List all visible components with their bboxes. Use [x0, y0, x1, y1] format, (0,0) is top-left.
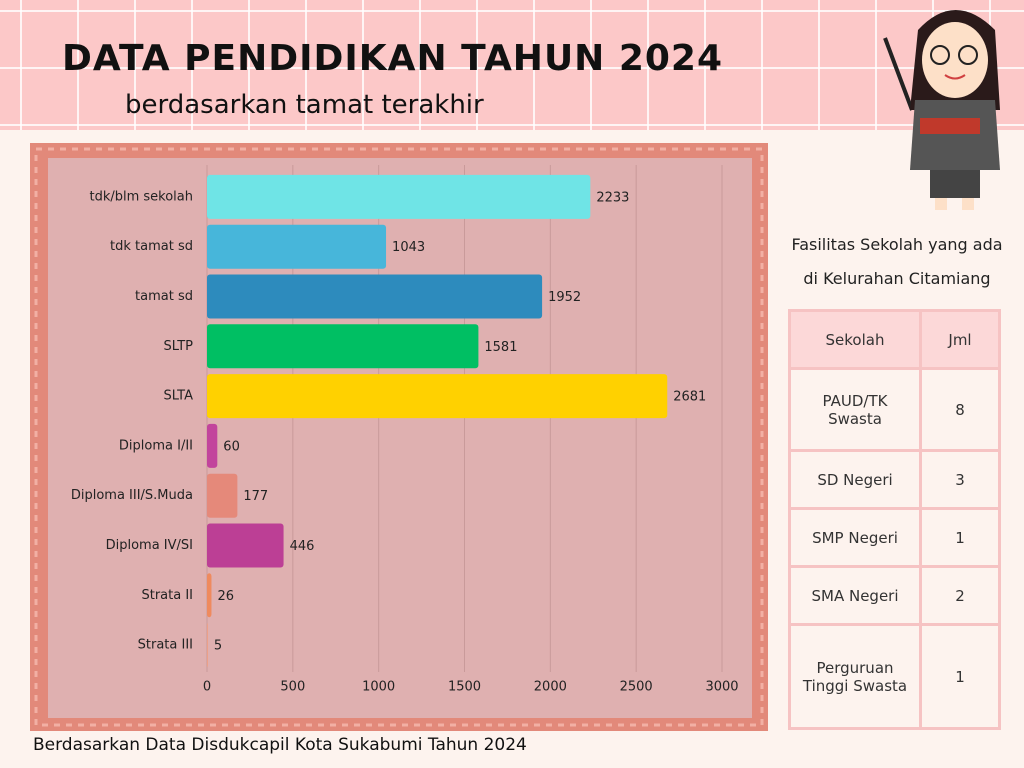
y-tick-label: Diploma IV/SI	[106, 538, 193, 553]
table-row: Sekolah Jml	[788, 309, 1001, 370]
table-cell: Perguruan Tinggi Swasta	[788, 623, 922, 730]
caption-line: Fasilitas Sekolah yang ada	[791, 235, 1003, 254]
value-label: 1043	[392, 240, 425, 255]
table-row: Perguruan Tinggi Swasta 1	[788, 623, 1001, 730]
caption-line: di Kelurahan Citamiang	[803, 269, 991, 288]
bar	[207, 523, 284, 568]
y-tick-label: tamat sd	[135, 289, 193, 304]
table-row: PAUD/TK Swasta 8	[788, 367, 1001, 452]
bar	[207, 374, 668, 419]
y-tick-label: tdk/blm sekolah	[89, 189, 193, 204]
value-label: 177	[243, 489, 268, 504]
table-row: SD Negeri 3	[788, 449, 1001, 510]
bar	[207, 423, 218, 468]
table-cell: 3	[919, 449, 1001, 510]
table-cell: 1	[919, 623, 1001, 730]
bar	[207, 473, 238, 518]
value-label: 2233	[596, 190, 629, 205]
table-cell: 1	[919, 507, 1001, 568]
value-label: 1952	[548, 290, 581, 305]
table-cell: SMA Negeri	[788, 565, 922, 626]
chart-frame-pattern	[34, 147, 764, 727]
x-tick-label: 3000	[705, 680, 738, 695]
y-tick-label: Strata II	[141, 588, 193, 603]
table-cell: PAUD/TK Swasta	[788, 367, 922, 452]
table-cell: Jml	[919, 309, 1001, 370]
bar	[207, 274, 543, 319]
table-caption: Fasilitas Sekolah yang ada di Kelurahan C…	[770, 228, 1024, 296]
table-cell: 8	[919, 367, 1001, 452]
value-label: 1581	[484, 340, 517, 355]
y-tick-label: tdk tamat sd	[110, 239, 193, 254]
header-background	[0, 0, 1024, 130]
bar	[207, 623, 208, 668]
value-label: 446	[290, 539, 315, 554]
y-tick-label: Strata III	[138, 638, 193, 653]
bar	[207, 324, 479, 369]
table-cell: SMP Negeri	[788, 507, 922, 568]
value-label: 5	[214, 639, 222, 654]
table-row: SMA Negeri 2	[788, 565, 1001, 626]
y-tick-label: SLTP	[164, 339, 194, 354]
value-label: 26	[217, 589, 234, 604]
y-tick-label: Diploma III/S.Muda	[71, 488, 193, 503]
footer: Berdasarkan Data Disdukcapil Kota Sukabu…	[33, 735, 527, 755]
subtitle: berdasarkan tamat terakhir	[125, 90, 484, 120]
y-tick-label: SLTA	[163, 389, 193, 404]
table-cell: Sekolah	[788, 309, 922, 370]
x-tick-label: 1500	[448, 680, 481, 695]
plot-area	[48, 158, 752, 718]
x-tick-label: 500	[280, 680, 305, 695]
x-tick-label: 2000	[534, 680, 567, 695]
table-cell: 2	[919, 565, 1001, 626]
table: Sekolah Jml PAUD/TK Swasta 8 SD Negeri 3 SMP N…	[788, 309, 1001, 730]
value-label: 2681	[673, 390, 706, 405]
bar	[207, 573, 212, 618]
teacher-illustration	[883, 10, 1000, 210]
x-tick-label: 2500	[620, 680, 653, 695]
table-cell: SD Negeri	[788, 449, 922, 510]
x-tick-label: 0	[203, 680, 211, 695]
x-tick-label: 1000	[362, 680, 395, 695]
bar	[207, 224, 387, 269]
table-row: SMP Negeri 1	[788, 507, 1001, 568]
value-label: 60	[223, 439, 240, 454]
bar	[207, 174, 591, 219]
title: DATA PENDIDIKAN TAHUN 2024	[62, 38, 724, 79]
y-tick-label: Diploma I/II	[119, 438, 193, 453]
